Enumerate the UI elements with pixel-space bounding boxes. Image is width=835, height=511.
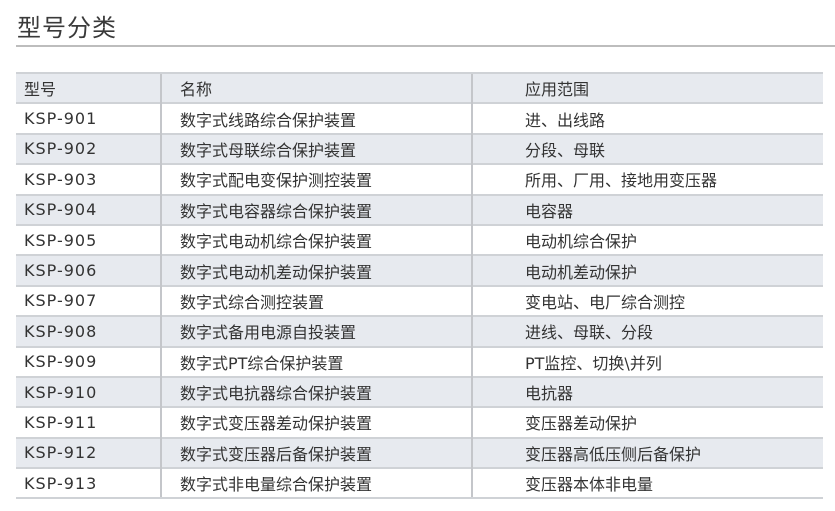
cell-model: KSP-913 — [16, 467, 161, 500]
cell-model: KSP-903 — [16, 163, 161, 195]
table-row: KSP-912 数字式变压器后备保护装置 变压器高低压侧后备保护 — [16, 436, 823, 469]
cell-name: 数字式线路综合保护装置 — [160, 102, 472, 134]
cell-name: 数字式电抗器综合保护装置 — [160, 375, 472, 408]
table-row: KSP-909 数字式PT综合保护装置 PT监控、切换\并列 — [16, 345, 823, 377]
cell-model: KSP-912 — [16, 436, 161, 469]
cell-application: 进线、母联、分段 — [471, 315, 823, 347]
table-row: KSP-902 数字式母联综合保护装置 分段、母联 — [16, 132, 823, 165]
cell-application: 变压器差动保护 — [471, 406, 823, 438]
table-header-row: 型号 名称 应用范围 — [16, 71, 823, 104]
page-title: 型号分类 — [17, 14, 117, 42]
cell-model: KSP-911 — [16, 406, 161, 438]
cell-name: 数字式电容器综合保护装置 — [160, 193, 472, 225]
cell-model: KSP-910 — [16, 375, 161, 408]
cell-application: PT监控、切换\并列 — [471, 345, 823, 377]
cell-name: 数字式备用电源自投装置 — [160, 315, 472, 347]
header-name: 名称 — [160, 71, 472, 104]
cell-model: KSP-904 — [16, 193, 161, 225]
cell-name: 数字式变压器后备保护装置 — [160, 436, 472, 469]
cell-application: 电动机差动保护 — [471, 254, 823, 286]
cell-name: 数字式变压器差动保护装置 — [160, 406, 472, 438]
table-row: KSP-908 数字式备用电源自投装置 进线、母联、分段 — [16, 315, 823, 347]
cell-model: KSP-908 — [16, 315, 161, 347]
table-row: KSP-904 数字式电容器综合保护装置 电容器 — [16, 193, 823, 225]
table-row: KSP-911 数字式变压器差动保护装置 变压器差动保护 — [16, 406, 823, 438]
model-table: 型号 名称 应用范围 KSP-901 数字式线路综合保护装置 进、出线路 KSP-90… — [16, 71, 823, 500]
table-row: KSP-907 数字式综合测控装置 变电站、电厂综合测控 — [16, 284, 823, 317]
cell-model: KSP-902 — [16, 132, 161, 165]
cell-application: 变压器高低压侧后备保护 — [471, 436, 823, 469]
cell-name: 数字式综合测控装置 — [160, 284, 472, 317]
cell-application: 变电站、电厂综合测控 — [471, 284, 823, 317]
cell-name: 数字式电动机综合保护装置 — [160, 223, 472, 256]
table-row: KSP-906 数字式电动机差动保护装置 电动机差动保护 — [16, 254, 823, 286]
table-row: KSP-910 数字式电抗器综合保护装置 电抗器 — [16, 375, 823, 408]
cell-model: KSP-906 — [16, 254, 161, 286]
title-divider — [16, 45, 835, 47]
cell-name: 数字式非电量综合保护装置 — [160, 467, 472, 500]
cell-name: 数字式PT综合保护装置 — [160, 345, 472, 377]
cell-model: KSP-905 — [16, 223, 161, 256]
cell-name: 数字式母联综合保护装置 — [160, 132, 472, 165]
cell-application: 电容器 — [471, 193, 823, 225]
cell-application: 变压器本体非电量 — [471, 467, 823, 500]
cell-name: 数字式电动机差动保护装置 — [160, 254, 472, 286]
header-model: 型号 — [16, 71, 161, 104]
table-row: KSP-901 数字式线路综合保护装置 进、出线路 — [16, 102, 823, 134]
table-row: KSP-913 数字式非电量综合保护装置 变压器本体非电量 — [16, 467, 823, 500]
header-application: 应用范围 — [471, 71, 823, 104]
cell-application: 电动机综合保护 — [471, 223, 823, 256]
cell-application: 进、出线路 — [471, 102, 823, 134]
table-row: KSP-905 数字式电动机综合保护装置 电动机综合保护 — [16, 223, 823, 256]
cell-application: 所用、厂用、接地用变压器 — [471, 163, 823, 195]
cell-model: KSP-901 — [16, 102, 161, 134]
cell-model: KSP-907 — [16, 284, 161, 317]
cell-application: 电抗器 — [471, 375, 823, 408]
table-row: KSP-903 数字式配电变保护测控装置 所用、厂用、接地用变压器 — [16, 163, 823, 195]
cell-model: KSP-909 — [16, 345, 161, 377]
cell-name: 数字式配电变保护测控装置 — [160, 163, 472, 195]
cell-application: 分段、母联 — [471, 132, 823, 165]
